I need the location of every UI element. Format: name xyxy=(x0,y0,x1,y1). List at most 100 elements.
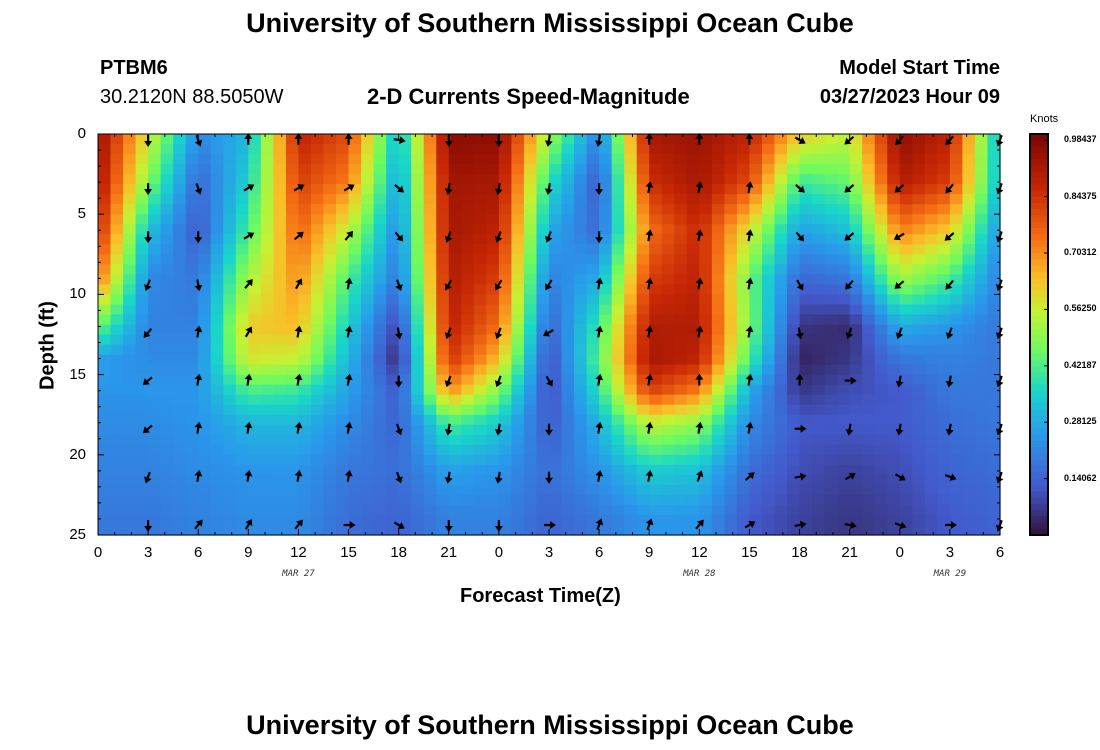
heatmap-cell xyxy=(498,374,513,386)
heatmap-cell xyxy=(599,204,613,215)
heatmap-cell xyxy=(248,414,262,426)
heatmap-cell xyxy=(386,284,400,296)
heatmap-cell xyxy=(348,464,362,476)
heatmap-cell xyxy=(223,194,237,205)
heatmap-cell xyxy=(285,444,300,456)
heatmap-cell xyxy=(361,404,375,416)
model-start-label: Model Start Time xyxy=(839,57,1000,79)
heatmap-cell xyxy=(912,244,926,255)
heatmap-cell xyxy=(799,154,813,165)
heatmap-cell xyxy=(661,344,675,356)
heatmap-cell xyxy=(862,494,876,506)
heatmap-cell xyxy=(661,394,675,406)
heatmap-cell xyxy=(135,474,149,486)
current-arrow xyxy=(695,421,704,434)
heatmap-cell xyxy=(699,324,713,336)
heatmap-cell xyxy=(123,524,137,536)
heatmap-cell xyxy=(110,364,124,376)
heatmap-cell xyxy=(123,144,137,155)
heatmap-cell xyxy=(123,304,137,316)
heatmap-cell xyxy=(123,234,137,245)
heatmap-cell xyxy=(887,214,901,225)
heatmap-cell xyxy=(636,394,650,406)
heatmap-cell xyxy=(173,504,187,516)
heatmap-cell xyxy=(473,514,487,526)
heatmap-cell xyxy=(661,504,675,516)
heatmap-cell xyxy=(386,184,400,195)
heatmap-cell xyxy=(248,504,262,516)
heatmap-cell xyxy=(549,364,563,376)
heatmap-cell xyxy=(661,194,675,205)
heatmap-cell xyxy=(536,154,550,165)
heatmap-cell xyxy=(373,364,387,376)
heatmap-cell xyxy=(361,214,375,225)
heatmap-cell xyxy=(586,334,600,346)
heatmap-cell xyxy=(160,374,174,386)
heatmap-cell xyxy=(849,524,863,536)
heatmap-cell xyxy=(799,394,813,406)
heatmap-cell xyxy=(461,234,475,245)
heatmap-cell xyxy=(423,164,437,175)
heatmap-cell xyxy=(949,434,964,446)
heatmap-cell xyxy=(411,484,425,496)
heatmap-cell xyxy=(787,424,801,436)
heatmap-cell xyxy=(536,424,550,436)
heatmap-cell xyxy=(686,144,700,155)
heatmap-cell xyxy=(235,514,249,526)
heatmap-cell xyxy=(849,234,863,245)
heatmap-cell xyxy=(987,244,1001,255)
heatmap-cell xyxy=(686,334,700,346)
heatmap-cell xyxy=(949,234,964,245)
heatmap-cell xyxy=(386,134,400,145)
heatmap-cell xyxy=(498,404,513,416)
heatmap-cell xyxy=(348,454,362,466)
heatmap-cell xyxy=(812,184,826,195)
heatmap-cell xyxy=(674,134,688,145)
colorbar-tick-label: 0.42187 xyxy=(1064,359,1097,370)
heatmap-cell xyxy=(536,214,550,225)
heatmap-cell xyxy=(561,214,575,225)
heatmap-cell xyxy=(411,494,425,506)
heatmap-cell xyxy=(223,324,237,336)
heatmap-cell xyxy=(774,424,788,436)
heatmap-cell xyxy=(711,274,725,285)
current-arrow xyxy=(194,279,203,292)
heatmap-cell xyxy=(649,144,663,155)
heatmap-cell xyxy=(285,244,300,255)
heatmap-cell xyxy=(436,224,450,235)
heatmap-cell xyxy=(799,494,813,506)
heatmap-cell xyxy=(674,464,688,476)
colorbar-segment xyxy=(1030,152,1048,160)
heatmap-cell xyxy=(436,484,450,496)
colorbar-segment xyxy=(1030,278,1048,285)
heatmap-cell xyxy=(310,344,325,356)
heatmap-cell xyxy=(962,264,976,275)
heatmap-cell xyxy=(561,434,575,446)
heatmap-cell xyxy=(198,384,212,396)
heatmap-cell xyxy=(536,134,550,145)
heatmap-cell xyxy=(123,244,137,255)
heatmap-cell xyxy=(273,204,287,215)
heatmap-cell xyxy=(699,164,713,175)
heatmap-cell xyxy=(248,464,262,476)
heatmap-cell xyxy=(774,414,788,426)
heatmap-cell xyxy=(611,214,625,225)
heatmap-cell xyxy=(887,254,901,265)
heatmap-cell xyxy=(536,264,550,275)
heatmap-cell xyxy=(110,224,124,235)
heatmap-cell xyxy=(586,144,600,155)
heatmap-cell xyxy=(123,354,137,366)
heatmap-cell xyxy=(761,194,776,205)
heatmap-cell xyxy=(386,304,400,316)
heatmap-cell xyxy=(787,394,801,406)
heatmap-cell xyxy=(862,144,876,155)
heatmap-cell xyxy=(361,374,375,386)
heatmap-cell xyxy=(799,174,813,185)
heatmap-cell xyxy=(636,504,650,516)
heatmap-cell xyxy=(298,224,312,235)
heatmap-cell xyxy=(210,414,224,426)
heatmap-cell xyxy=(235,284,249,296)
colorbar-tick-label: 0.14062 xyxy=(1064,472,1097,483)
heatmap-cell xyxy=(148,384,162,396)
heatmap-cell xyxy=(774,494,788,506)
